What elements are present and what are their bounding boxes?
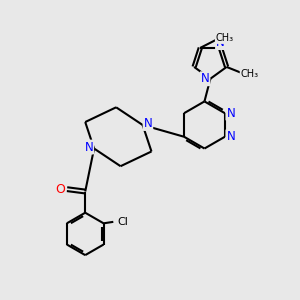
Text: N: N xyxy=(144,117,152,130)
Text: O: O xyxy=(56,183,65,196)
Text: N: N xyxy=(226,130,235,143)
Text: N: N xyxy=(84,141,93,154)
Text: CH₃: CH₃ xyxy=(241,69,259,79)
Text: Cl: Cl xyxy=(118,217,129,227)
Text: CH₃: CH₃ xyxy=(216,33,234,43)
Text: N: N xyxy=(226,107,235,120)
Text: N: N xyxy=(216,36,225,49)
Text: N: N xyxy=(201,72,209,85)
